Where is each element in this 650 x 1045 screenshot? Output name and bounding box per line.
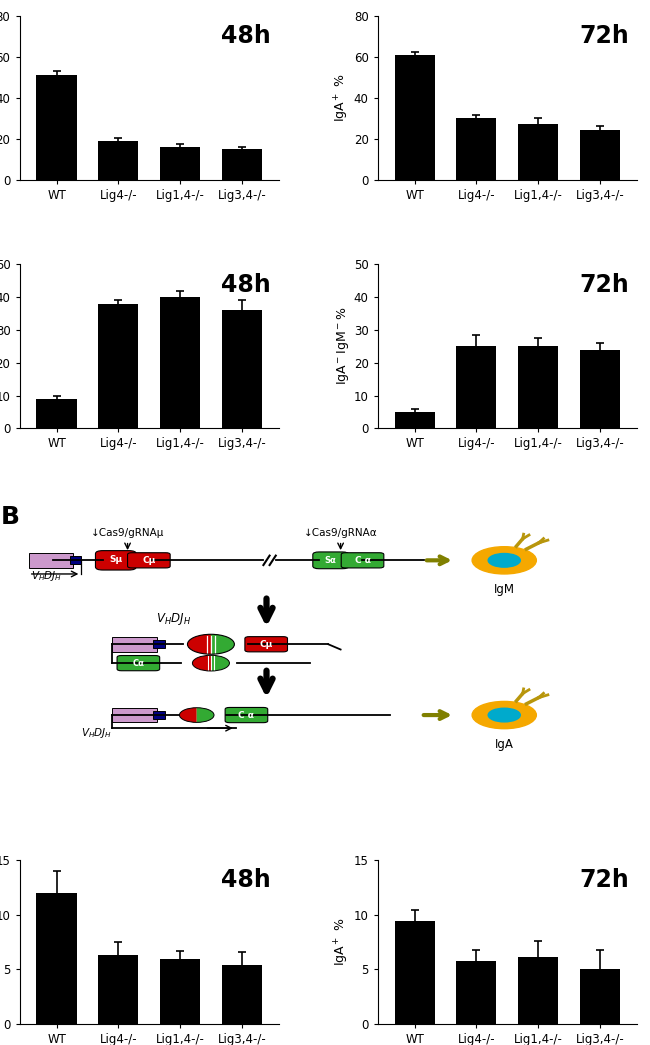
Bar — [518, 957, 558, 1024]
Bar — [36, 75, 77, 180]
FancyBboxPatch shape — [245, 636, 287, 652]
Text: 72h: 72h — [579, 868, 629, 892]
Wedge shape — [211, 634, 235, 654]
Bar — [222, 148, 262, 180]
FancyBboxPatch shape — [117, 655, 160, 671]
Bar — [395, 922, 435, 1024]
Text: Sμ: Sμ — [109, 555, 122, 564]
Text: ↓Cas9/gRNAα: ↓Cas9/gRNAα — [304, 528, 378, 538]
Wedge shape — [197, 707, 214, 722]
Text: B: B — [1, 506, 20, 529]
Circle shape — [472, 547, 536, 574]
Bar — [29, 553, 73, 567]
Bar — [112, 637, 157, 652]
Text: Cμ: Cμ — [142, 556, 155, 565]
Bar — [222, 310, 262, 428]
Bar — [98, 141, 138, 180]
Wedge shape — [179, 707, 197, 722]
Bar — [160, 297, 200, 428]
Text: 48h: 48h — [222, 273, 271, 297]
Bar — [456, 346, 497, 428]
Text: Cα: Cα — [133, 658, 144, 668]
Text: IgM: IgM — [494, 583, 515, 597]
Text: ↓Cas9/gRNAμ: ↓Cas9/gRNAμ — [91, 528, 164, 538]
Bar — [98, 955, 138, 1024]
Circle shape — [472, 701, 536, 728]
Text: $V_H DJ_H$: $V_H DJ_H$ — [157, 611, 191, 627]
Bar — [112, 707, 157, 722]
Circle shape — [488, 554, 520, 567]
Text: 48h: 48h — [222, 868, 271, 892]
Text: $V_H DJ_H$: $V_H DJ_H$ — [31, 570, 62, 583]
Text: C α: C α — [239, 711, 254, 720]
FancyBboxPatch shape — [313, 552, 348, 568]
Y-axis label: IgA$^+$ %: IgA$^+$ % — [333, 918, 351, 967]
Text: 48h: 48h — [222, 24, 271, 48]
Bar — [36, 399, 77, 428]
Circle shape — [488, 709, 520, 722]
Bar — [36, 893, 77, 1024]
Y-axis label: IgA$^-$IgM$^-$%: IgA$^-$IgM$^-$% — [335, 307, 351, 386]
FancyBboxPatch shape — [96, 551, 136, 570]
Bar — [580, 970, 620, 1024]
Bar — [222, 966, 262, 1024]
Bar — [153, 641, 164, 648]
Bar — [160, 146, 200, 180]
Wedge shape — [211, 655, 229, 671]
FancyBboxPatch shape — [127, 553, 170, 567]
FancyBboxPatch shape — [341, 553, 383, 567]
Text: Cμ: Cμ — [259, 640, 273, 649]
Text: IgA: IgA — [495, 738, 514, 751]
Bar — [456, 960, 497, 1024]
Bar — [580, 350, 620, 428]
Bar — [580, 131, 620, 180]
Bar — [70, 556, 81, 564]
FancyBboxPatch shape — [225, 707, 268, 723]
Y-axis label: IgA$^+$ %: IgA$^+$ % — [333, 73, 351, 122]
Text: 72h: 72h — [579, 24, 629, 48]
Text: $V_H DJ_H$: $V_H DJ_H$ — [81, 725, 112, 740]
Wedge shape — [187, 634, 211, 654]
Bar — [518, 124, 558, 180]
Bar — [518, 346, 558, 428]
Bar — [153, 712, 164, 719]
Bar — [395, 412, 435, 428]
Text: 72h: 72h — [579, 273, 629, 297]
Bar — [98, 304, 138, 428]
Bar — [395, 54, 435, 180]
Text: Sα: Sα — [325, 556, 337, 565]
Wedge shape — [192, 655, 211, 671]
Bar — [160, 958, 200, 1024]
Text: C α: C α — [354, 556, 370, 565]
Bar — [456, 118, 497, 180]
